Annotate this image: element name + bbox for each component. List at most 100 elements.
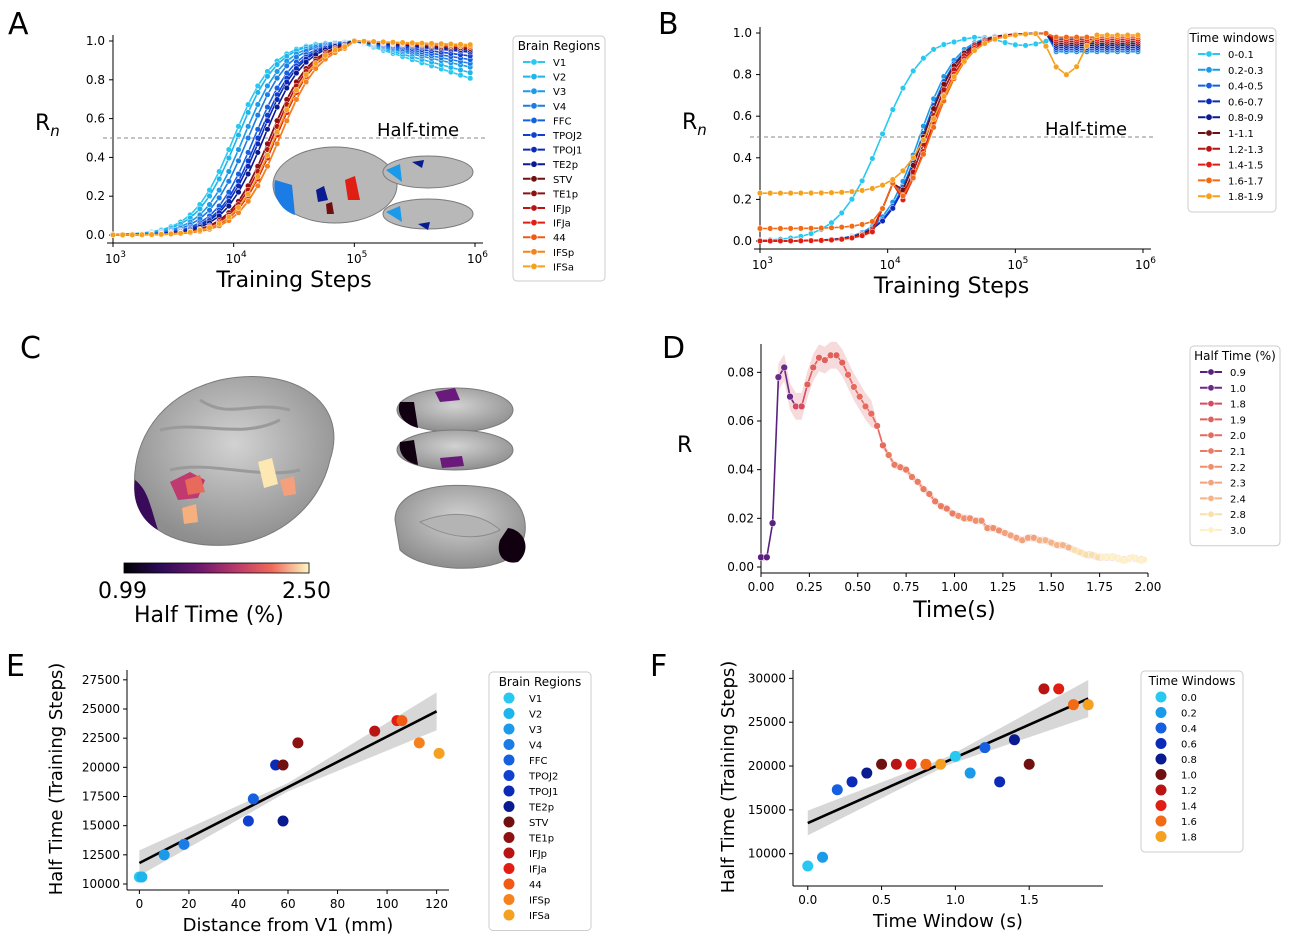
series-point-0-0.1 (930, 46, 937, 53)
series-point-0.6-0.7 (889, 205, 896, 212)
series-point-0-0.1 (808, 230, 815, 237)
data-point (935, 758, 947, 770)
legend-d-swatch-marker (1207, 384, 1215, 392)
series-point-1.8-1.9 (889, 176, 896, 183)
data-point (832, 351, 841, 359)
half-time-annotation: Half-time (1045, 119, 1127, 140)
series-point-V2 (254, 89, 261, 96)
data-point (1053, 683, 1065, 695)
series-point-IFSp (293, 96, 300, 103)
legend-a-item-label: 44 (553, 233, 566, 244)
series-point-1.8-1.9 (1032, 30, 1039, 37)
series-point-0-0.1 (859, 177, 866, 184)
brain-dorsal-views-c (396, 387, 514, 471)
legend-e-swatch-marker (503, 723, 515, 735)
panel-label-b: B (658, 7, 679, 42)
series-point-TPOJ1 (283, 78, 290, 85)
panel-e: 10000 12500 15000 17500 20000 22500 25000 27500… (46, 663, 592, 936)
series-point-1.6-1.7 (838, 224, 845, 231)
legend-a-swatch-marker (530, 58, 538, 66)
colorbar-min-label: 0.99 (98, 579, 147, 604)
data-point (242, 815, 254, 827)
series-point-IFSa (196, 227, 203, 234)
series-point-V4 (216, 194, 223, 201)
series-point-1.8-1.9 (838, 189, 845, 196)
series-point-V3 (264, 82, 271, 89)
x-tick-label: 80 (330, 897, 345, 911)
series-point-IFSa (341, 43, 348, 50)
data-point (821, 356, 829, 364)
data-point (433, 747, 445, 759)
legend-d-swatch-marker (1207, 431, 1215, 439)
data-point (925, 490, 933, 498)
legend-a-item-label: IFJp (553, 204, 571, 215)
series-point-TPOJ1 (264, 117, 271, 124)
legend-b-swatch-marker (1205, 97, 1213, 105)
legend-d-item-label: 2.8 (1230, 510, 1246, 521)
legend-e-swatch-marker (503, 692, 515, 704)
brain-lateral-view-c (133, 376, 335, 546)
panel-label-e: E (6, 649, 25, 684)
fit-confidence-band (807, 680, 1089, 836)
legend-e-swatch-marker (503, 816, 515, 828)
x-tick-label: 1.50 (1038, 580, 1065, 594)
series-point-1.6-1.7 (899, 192, 907, 199)
legend-e-swatch-marker (503, 770, 515, 781)
legend-a-swatch-marker (530, 175, 538, 183)
legend-f-item-label: 0.8 (1181, 755, 1197, 766)
data-point (136, 871, 148, 883)
series-point-1.8-1.9 (1053, 63, 1060, 70)
halftime-colorbar (123, 562, 310, 574)
legend-f-swatch-marker (1155, 753, 1167, 765)
legend-b-item-label: 1.8-1.9 (1228, 192, 1263, 203)
series-point-IFSa (216, 220, 223, 227)
y-tick-label: 0.6 (86, 112, 105, 126)
legend-e-item-label: TE1p (528, 834, 554, 845)
series-point-V2 (264, 73, 271, 80)
data-point (979, 742, 991, 754)
series-point-1.8-1.9 (1063, 71, 1070, 78)
legend-f-swatch-marker (1155, 691, 1167, 703)
legend-e-item-label: V1 (529, 694, 542, 705)
region-v1-patch (134, 480, 158, 530)
legend-d-swatch-marker (1207, 479, 1215, 487)
legend-b-swatch-marker (1205, 50, 1213, 58)
series-point-V3 (245, 123, 252, 130)
series-point-V3 (254, 101, 261, 108)
series-point-0-0.1 (1022, 42, 1029, 49)
data-point (803, 380, 812, 389)
legend-a-swatch-marker (530, 116, 538, 124)
data-point (369, 725, 381, 737)
series-point-V2 (206, 192, 213, 200)
legend-f-swatch-marker (1155, 831, 1167, 842)
legend-a-item-label: TPOJ2 (552, 131, 582, 142)
series-point-1.6-1.7 (818, 225, 825, 232)
legend-a-swatch-marker (530, 131, 538, 139)
legend-a-item-label: FFC (553, 116, 572, 127)
legend-a-swatch-marker (530, 160, 538, 168)
data-point (774, 373, 783, 381)
y-axis-label: Half Time (Training Steps) (46, 663, 67, 896)
series-point-1.6-1.7 (777, 225, 784, 232)
series-point-1.6-1.7 (869, 218, 876, 225)
legend-b-item-label: 1.2-1.3 (1228, 145, 1263, 156)
legend-e-frame (488, 671, 592, 931)
series-point-1.8-1.9 (971, 47, 978, 54)
y-axis-label: Rn (35, 111, 60, 140)
legend-a-item-label: V2 (553, 73, 566, 84)
series-point-1.8-1.9 (1104, 32, 1111, 39)
series-point-1.8-1.9 (961, 58, 968, 65)
series-point-IFSa (235, 204, 242, 211)
data-point (919, 485, 928, 493)
series-point-0-0.1 (838, 209, 845, 217)
series-point-1.8-1.9 (1042, 43, 1050, 50)
brain-lateral-view-a (272, 146, 398, 224)
series-point-IFSa (438, 40, 445, 47)
legend-d-swatch-marker (1207, 415, 1215, 423)
series-point-V1 (254, 82, 261, 89)
x-tick-label: 100 (376, 897, 399, 911)
x-tick-label: 0 (136, 897, 144, 911)
x-tick-label: 0.25 (796, 580, 823, 594)
legend-a-item-label: TPOJ1 (552, 146, 582, 157)
